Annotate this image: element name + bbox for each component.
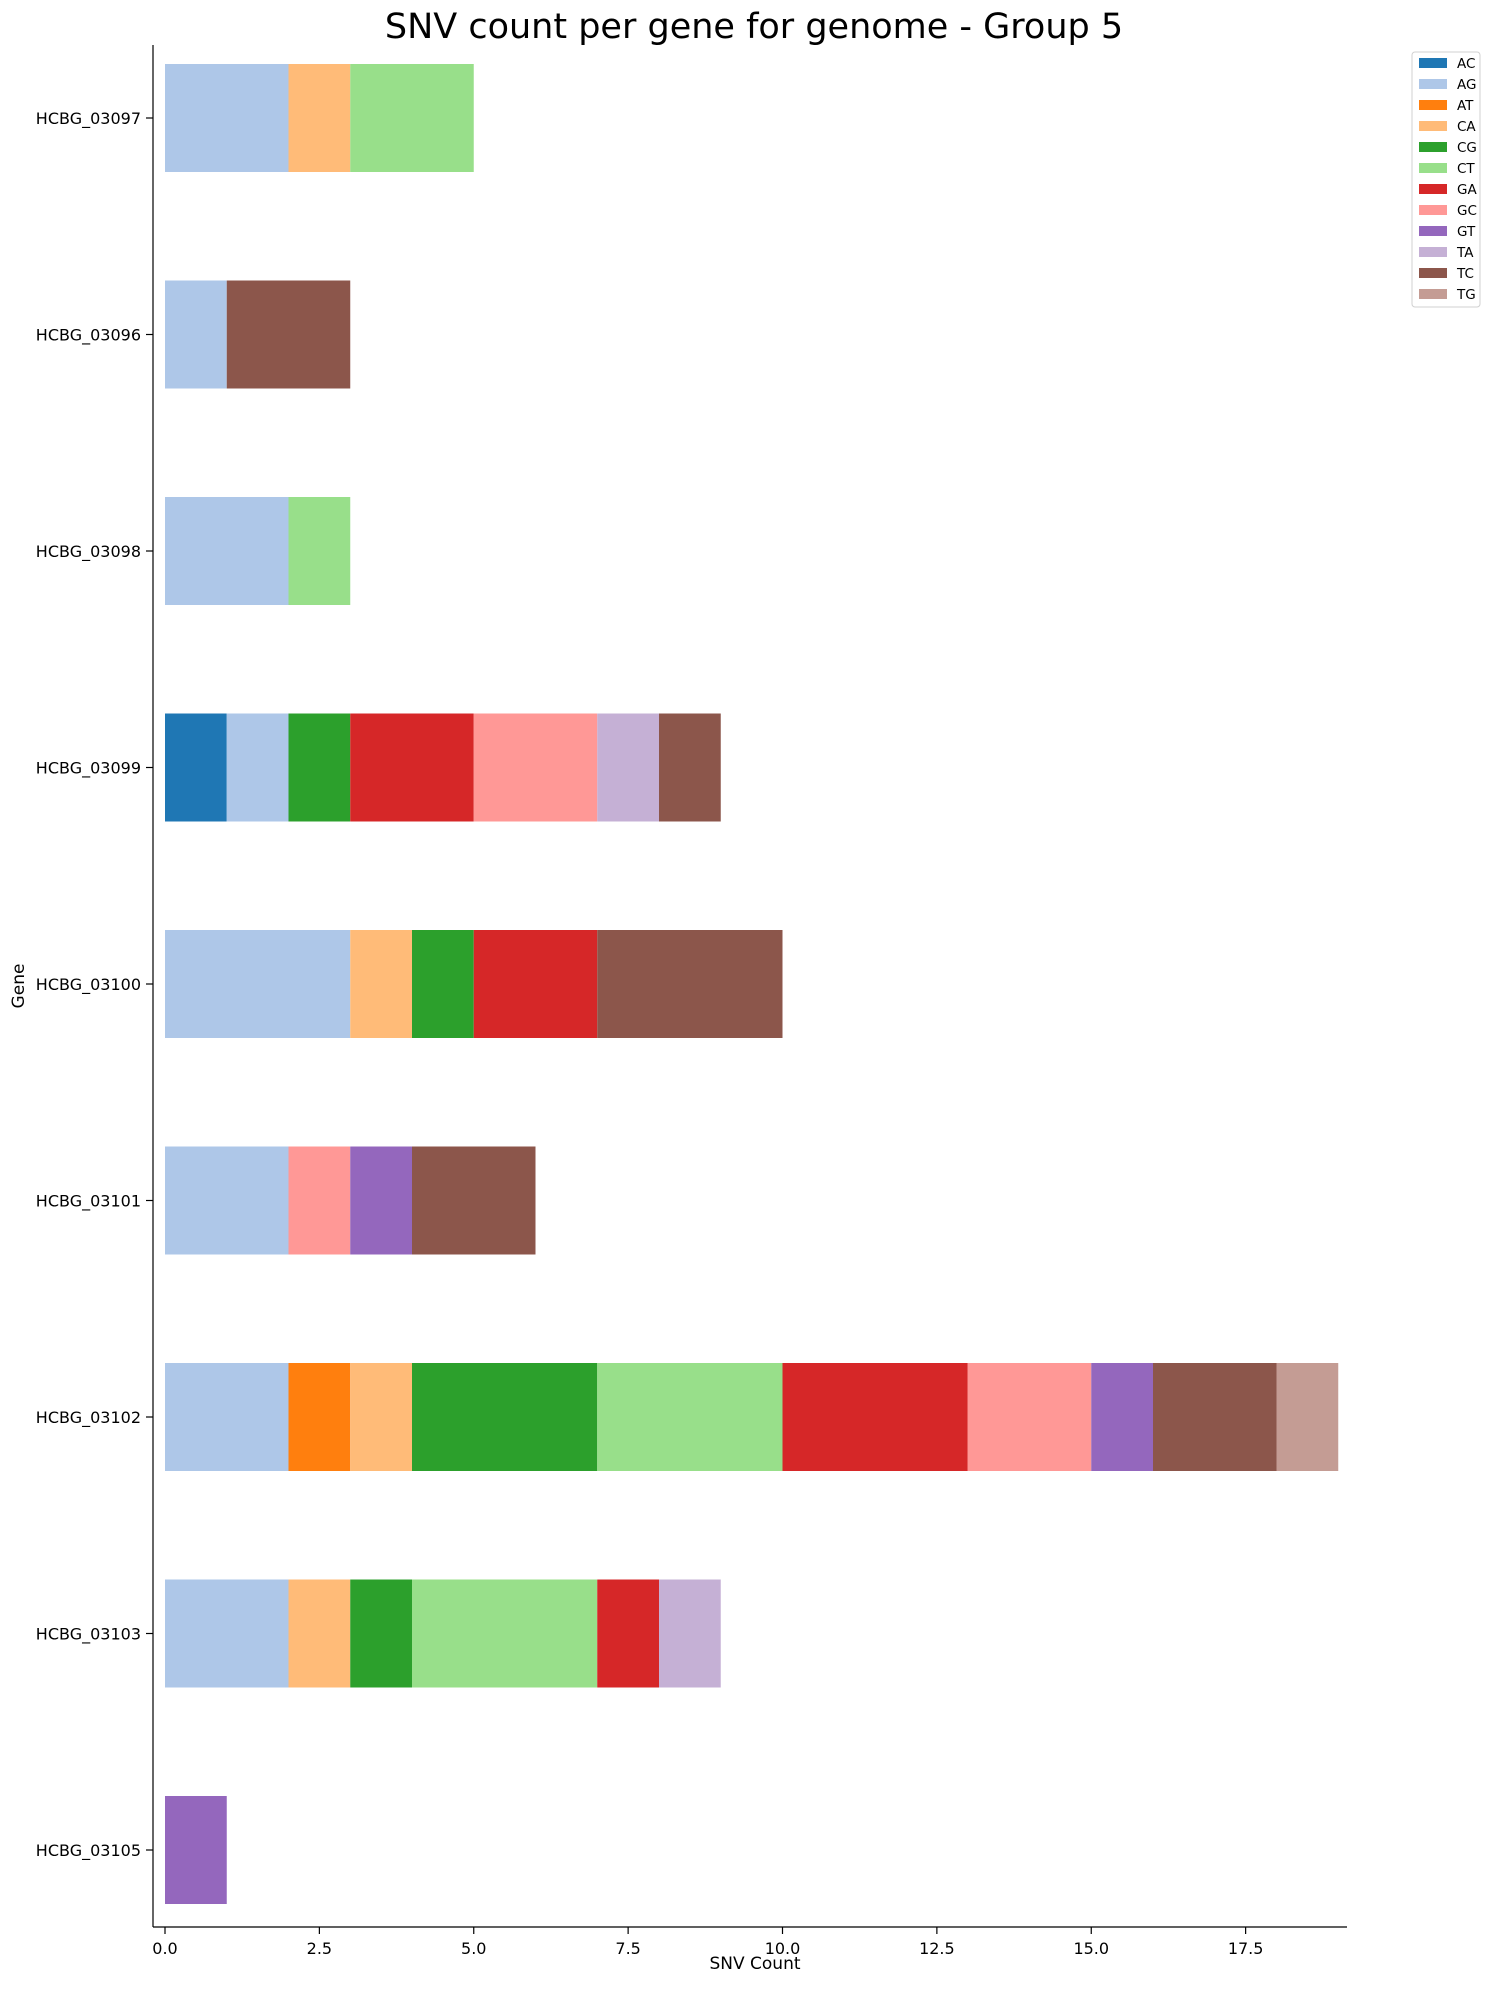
legend-label-cg: CG [1457,140,1477,156]
bar-hcbg-03102-ag [165,1363,289,1471]
y-tick-label-hcbg-03102: HCBG_03102 [36,1408,141,1428]
legend-label-gt: GT [1457,224,1476,240]
y-axis-label: Gene [9,964,29,1009]
bar-hcbg-03102-tg [1276,1363,1339,1471]
bar-hcbg-03103-ga [597,1579,659,1688]
bar-hcbg-03099-gc [473,713,598,822]
legend-swatch-ct [1419,163,1447,173]
legend-frame [1411,51,1481,308]
legend-swatch-ta [1419,247,1447,257]
x-tick-label: 17.5 [1228,1939,1264,1958]
bar-hcbg-03102-gc [967,1363,1092,1471]
x-axis-ticks: 0.0 2.5 5.0 7.5 10.0 12.5 15.0 17.5 [152,1927,1263,1958]
x-tick-label: 0.0 [152,1939,177,1958]
bar-hcbg-03102-ga [782,1363,968,1471]
bar-hcbg-03098-ag [165,497,289,605]
bar-hcbg-03102-gt [1091,1363,1153,1471]
bar-hcbg-03102-cg [412,1363,598,1471]
bar-hcbg-03101-gt [350,1146,412,1255]
x-tick-label: 15.0 [1073,1939,1109,1958]
bar-hcbg-03103-ct [412,1579,598,1688]
legend: AC AG AT CA CG CT GA GC GT TA TC TG [1411,51,1481,308]
bar-hcbg-03099-ac [165,713,227,822]
y-tick-label-hcbg-03099: HCBG_03099 [36,759,141,779]
bar-hcbg-03103-ag [165,1579,289,1688]
legend-swatch-ga [1419,184,1447,194]
legend-swatch-at [1419,100,1447,110]
bar-hcbg-03100-cg [412,930,474,1038]
legend-label-ac: AC [1457,56,1475,72]
legend-label-tg: TG [1456,287,1476,303]
bars-layer [165,64,1339,1904]
legend-swatch-cg [1419,142,1447,152]
x-tick-label: 12.5 [919,1939,955,1958]
legend-label-tc: TC [1456,266,1474,282]
x-tick-label: 7.5 [615,1939,640,1958]
legend-swatch-ag [1419,79,1447,89]
y-tick-label-hcbg-03103: HCBG_03103 [36,1625,141,1645]
legend-swatch-tg [1419,289,1447,299]
legend-label-ag: AG [1457,77,1476,93]
bar-hcbg-03096-ag [165,280,227,389]
bar-hcbg-03099-ta [597,713,659,822]
legend-swatch-gt [1419,226,1447,236]
legend-swatch-ca [1419,121,1447,131]
x-tick-label: 5.0 [461,1939,486,1958]
x-tick-label: 10.0 [765,1939,801,1958]
bar-hcbg-03105-gt [165,1796,227,1904]
bar-hcbg-03101-tc [412,1146,536,1255]
bar-hcbg-03099-tc [659,713,721,822]
bar-hcbg-03096-tc [226,280,351,389]
bar-hcbg-03103-ta [659,1579,721,1688]
bar-hcbg-03099-ga [350,713,474,822]
legend-label-at: AT [1457,98,1474,114]
x-tick-label: 2.5 [307,1939,332,1958]
chart-title: SNV count per gene for genome - Group 5 [385,7,1123,47]
legend-label-gc: GC [1457,203,1477,219]
y-tick-label-hcbg-03101: HCBG_03101 [36,1192,141,1212]
legend-swatch-tc [1419,268,1447,278]
bar-hcbg-03100-ag [165,930,351,1038]
bar-hcbg-03103-ca [288,1579,351,1688]
bar-hcbg-03097-ca [288,64,351,172]
bar-hcbg-03100-ca [350,930,412,1038]
bar-hcbg-03098-ct [288,497,351,605]
bar-hcbg-03102-tc [1153,1363,1277,1471]
y-tick-label-hcbg-03096: HCBG_03096 [36,326,141,346]
bar-hcbg-03097-ag [165,64,289,172]
bar-hcbg-03101-gc [288,1146,351,1255]
legend-label-ga: GA [1457,182,1477,198]
y-tick-label-hcbg-03100: HCBG_03100 [36,975,141,995]
bar-hcbg-03102-ct [597,1363,783,1471]
bar-hcbg-03103-cg [350,1579,412,1688]
legend-label-ta: TA [1456,245,1474,261]
x-axis-label: SNV Count [709,1954,800,1974]
y-tick-label-hcbg-03097: HCBG_03097 [36,109,141,129]
legend-label-ct: CT [1457,161,1475,177]
bar-hcbg-03099-ag [226,713,289,822]
bar-hcbg-03101-ag [165,1146,289,1255]
bar-hcbg-03102-at [288,1363,351,1471]
bar-hcbg-03100-ga [473,930,598,1038]
legend-swatch-ac [1419,58,1447,68]
bar-hcbg-03100-tc [597,930,783,1038]
bar-hcbg-03102-ca [350,1363,412,1471]
y-tick-label-hcbg-03105: HCBG_03105 [36,1841,141,1861]
y-axis-ticks: HCBG_03097 HCBG_03096 HCBG_03098 HCBG_03099… [36,109,153,1861]
y-tick-label-hcbg-03098: HCBG_03098 [36,542,141,562]
bar-hcbg-03097-ct [350,64,474,172]
legend-label-ca: CA [1457,119,1476,135]
bar-hcbg-03099-cg [288,713,351,822]
legend-swatch-gc [1419,205,1447,215]
